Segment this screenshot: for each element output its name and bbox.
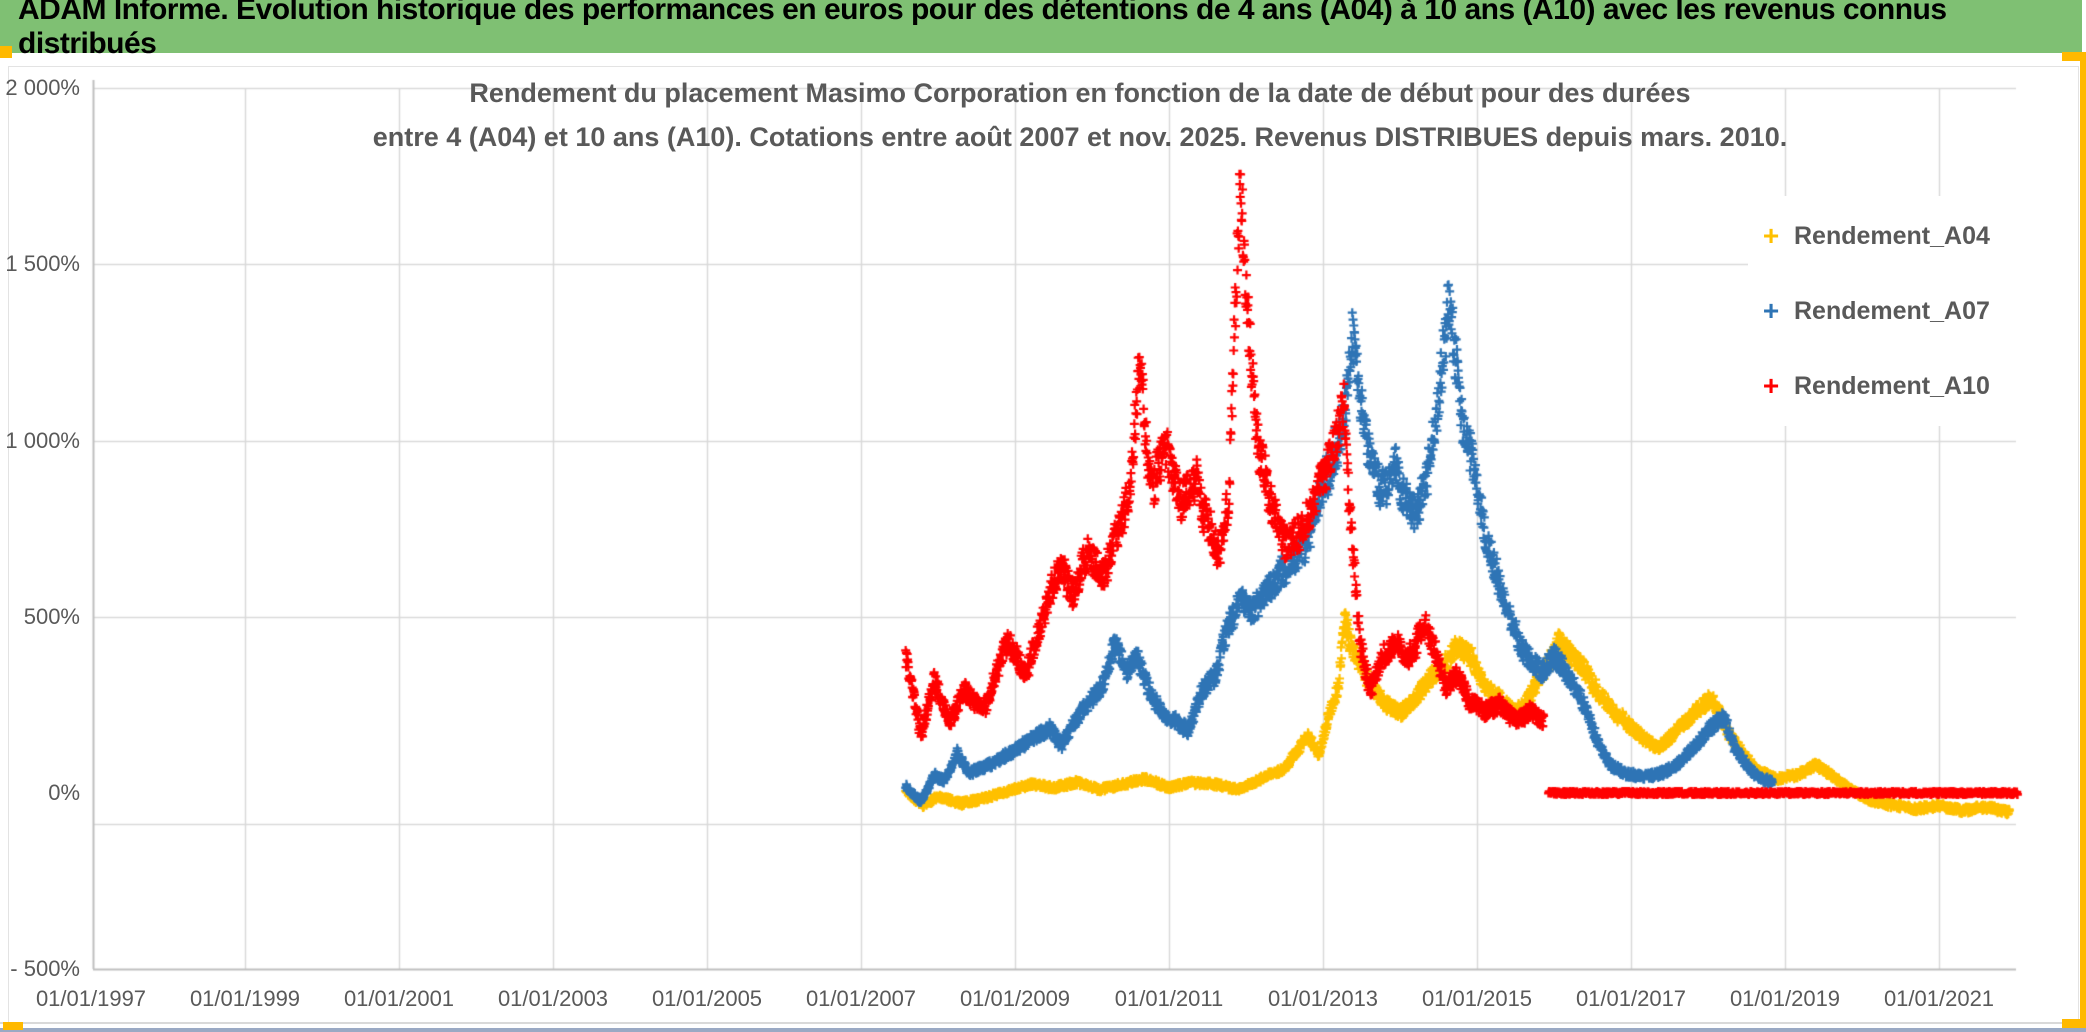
- plus-marker-icon: +: [1762, 220, 1780, 251]
- x-axis-tick-label: 01/01/1997: [35, 986, 147, 1011]
- chart-title-line2: entre 4 (A04) et 10 ans (A10). Cotations…: [372, 122, 1788, 152]
- x-axis-tick-label: 01/01/2015: [1421, 986, 1533, 1011]
- selection-handle-bottom-right[interactable]: [2062, 1019, 2086, 1028]
- legend-label: Rendement_A04: [1794, 221, 1990, 250]
- y-axis-tick-label: 2 000%: [5, 75, 80, 100]
- x-axis-tick-label: 01/01/2007: [805, 986, 917, 1011]
- plus-marker-icon: +: [1762, 370, 1780, 401]
- legend-item-rendement-a07[interactable]: + Rendement_A07: [1748, 279, 2070, 343]
- y-axis-tick-label: - 500%: [10, 956, 80, 982]
- legend-label: Rendement_A07: [1794, 296, 1990, 325]
- x-axis-tick-label: 01/01/2017: [1575, 986, 1687, 1011]
- selection-handle-top-right[interactable]: [2062, 52, 2086, 61]
- x-axis-tick-label: 01/01/2003: [497, 986, 609, 1011]
- x-axis-tick-label: 01/01/2005: [651, 986, 763, 1011]
- selection-edge-right[interactable]: [2080, 56, 2086, 1028]
- x-axis-tick-label: 01/01/2011: [1114, 986, 1224, 1011]
- x-axis-tick-label: 01/01/2001: [343, 986, 455, 1011]
- x-axis-tick-label: 01/01/2009: [959, 986, 1071, 1011]
- selection-handle-top-left[interactable]: [0, 46, 12, 58]
- x-axis-tick-label: 01/01/1999: [189, 986, 301, 1011]
- x-axis-tick-label: 01/01/2013: [1267, 986, 1379, 1011]
- legend-box: + Rendement_A04 + Rendement_A07 + Rendem…: [1748, 196, 2070, 426]
- legend-label: Rendement_A10: [1794, 371, 1990, 400]
- y-axis-tick-label: 500%: [23, 603, 80, 629]
- x-axis-tick-label: 01/01/2021: [1883, 986, 1995, 1011]
- selection-handle-bottom-left[interactable]: [3, 1022, 23, 1030]
- legend-item-rendement-a04[interactable]: + Rendement_A04: [1748, 204, 2070, 268]
- legend-item-rendement-a10[interactable]: + Rendement_A10: [1748, 354, 2070, 418]
- plus-marker-icon: +: [1762, 295, 1780, 326]
- bottom-strip: [0, 1028, 2086, 1032]
- y-axis-tick-label: 0%: [48, 780, 80, 805]
- x-axis-tick-label: 01/01/2019: [1729, 986, 1841, 1011]
- y-axis-tick-label: 1 500%: [5, 251, 80, 277]
- y-axis-tick-label: 1 000%: [5, 427, 80, 453]
- chart-title-line1: Rendement du placement Masimo Corporatio…: [469, 78, 1691, 108]
